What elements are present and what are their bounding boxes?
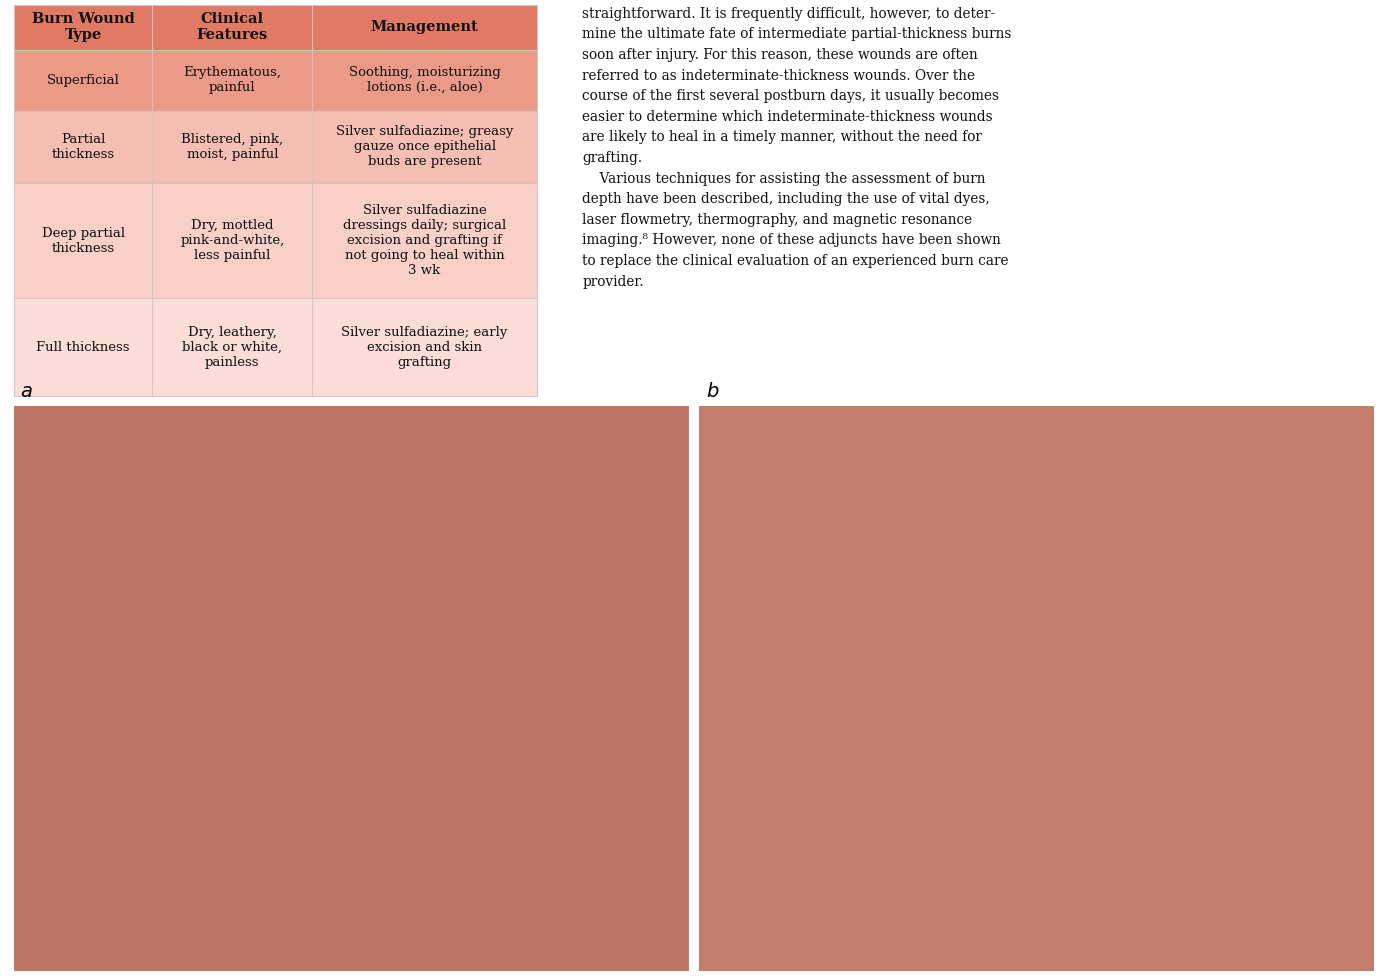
Text: Management: Management (371, 20, 479, 34)
Text: Dry, mottled
pink-and-white,
less painful: Dry, mottled pink-and-white, less painfu… (181, 219, 284, 263)
Bar (312, 5, 537, 50)
Bar (152, 110, 312, 183)
Text: Superficial: Superficial (47, 74, 120, 87)
Bar (152, 183, 312, 299)
Bar (152, 5, 312, 50)
Text: Partial
thickness: Partial thickness (51, 133, 115, 161)
Bar (312, 299, 537, 396)
Text: Clinical
Features: Clinical Features (197, 13, 268, 43)
Bar (14, 183, 152, 299)
Text: Blistered, pink,
moist, painful: Blistered, pink, moist, painful (181, 133, 283, 161)
Text: straightforward. It is frequently difficult, however, to deter-
mine the ultimat: straightforward. It is frequently diffic… (582, 7, 1012, 289)
Text: Deep partial
thickness: Deep partial thickness (41, 226, 124, 255)
Bar (152, 50, 312, 110)
Text: Silver sulfadiazine; greasy
gauze once epithelial
buds are present: Silver sulfadiazine; greasy gauze once e… (335, 125, 513, 168)
Text: Silver sulfadiazine; early
excision and skin
grafting: Silver sulfadiazine; early excision and … (341, 326, 508, 369)
Bar (312, 110, 537, 183)
Text: a: a (21, 382, 33, 401)
Bar (14, 110, 152, 183)
Bar (312, 183, 537, 299)
Text: b: b (705, 382, 718, 401)
Text: Full thickness: Full thickness (36, 341, 130, 353)
Bar (14, 299, 152, 396)
Bar (14, 50, 152, 110)
Text: Silver sulfadiazine
dressings daily; surgical
excision and grafting if
not going: Silver sulfadiazine dressings daily; sur… (344, 204, 506, 277)
Text: Soothing, moisturizing
lotions (i.e., aloe): Soothing, moisturizing lotions (i.e., al… (349, 66, 501, 95)
Bar (312, 50, 537, 110)
Bar (14, 5, 152, 50)
Text: Burn Wound
Type: Burn Wound Type (32, 13, 134, 43)
Bar (152, 299, 312, 396)
Text: Dry, leathery,
black or white,
painless: Dry, leathery, black or white, painless (182, 326, 283, 369)
Text: Erythematous,
painful: Erythematous, painful (184, 66, 282, 95)
